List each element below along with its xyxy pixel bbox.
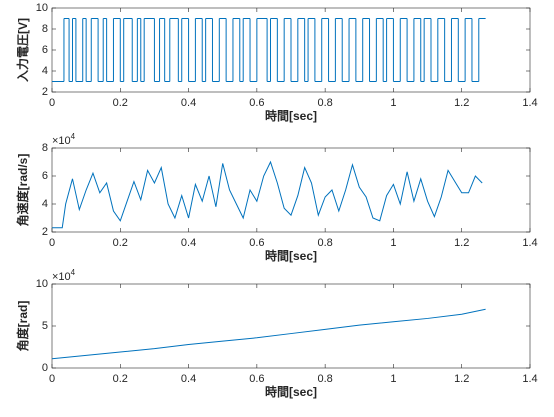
x-axis-label: 時間[sec] — [265, 248, 317, 263]
y-exponent: ×104 — [52, 132, 76, 147]
y-tick-label: 8 — [42, 142, 48, 154]
x-tick-label: 1.4 — [522, 373, 537, 385]
y-exponent-base: ×10 — [52, 271, 71, 283]
x-tick-label: 0.4 — [181, 373, 196, 385]
y-tick-label: 6 — [42, 44, 48, 56]
y-tick-label: 2 — [42, 86, 48, 98]
y-tick-label: 8 — [42, 23, 48, 35]
axes-box — [51, 283, 531, 369]
data-line — [51, 308, 486, 360]
x-tick-label: 0.6 — [249, 97, 264, 109]
x-tick-label: 1 — [390, 237, 396, 249]
x-tick-label: 1 — [390, 97, 396, 109]
y-exponent-base: ×10 — [52, 135, 71, 147]
x-tick-label: 0 — [49, 237, 55, 249]
y-tick-label: 4 — [42, 198, 48, 210]
x-tick-label: 1.2 — [454, 97, 469, 109]
x-tick-label: 0 — [49, 97, 55, 109]
x-tick-label: 0.2 — [113, 373, 128, 385]
x-tick-label: 0.8 — [317, 97, 332, 109]
x-tick-label: 0.8 — [317, 373, 332, 385]
y-tick-label: 5 — [42, 320, 48, 332]
y-exponent-power: 4 — [71, 268, 76, 277]
y-tick-label: 2 — [42, 226, 48, 238]
y-axis-label: 角速度[rad/s] — [15, 154, 30, 227]
x-axis-label: 時間[sec] — [265, 108, 317, 123]
y-axis-label: 角度[rad] — [15, 301, 30, 352]
x-tick-label: 0.2 — [113, 237, 128, 249]
x-tick-label: 1.4 — [522, 237, 537, 249]
y-exponent-power: 4 — [71, 132, 76, 141]
y-axis-label: 入力電圧[V] — [15, 18, 30, 82]
x-tick-label: 1 — [390, 373, 396, 385]
x-axis-label: 時間[sec] — [265, 384, 317, 399]
x-tick-label: 1.4 — [522, 97, 537, 109]
x-tick-label: 0.8 — [317, 237, 332, 249]
x-tick-label: 0.6 — [249, 373, 264, 385]
x-tick-label: 0.4 — [181, 237, 196, 249]
y-tick-label: 0 — [42, 362, 48, 374]
y-exponent: ×104 — [52, 268, 76, 283]
y-tick-label: 10 — [36, 278, 48, 290]
x-tick-label: 0.4 — [181, 97, 196, 109]
y-tick-label: 10 — [36, 2, 48, 14]
x-tick-label: 0 — [49, 373, 55, 385]
y-tick-label: 4 — [42, 65, 48, 77]
x-tick-label: 1.2 — [454, 237, 469, 249]
axes-box — [51, 147, 531, 233]
x-tick-label: 0.2 — [113, 97, 128, 109]
y-tick-label: 6 — [42, 170, 48, 182]
x-tick-label: 0.6 — [249, 237, 264, 249]
x-tick-label: 1.2 — [454, 373, 469, 385]
data-line — [52, 160, 483, 229]
